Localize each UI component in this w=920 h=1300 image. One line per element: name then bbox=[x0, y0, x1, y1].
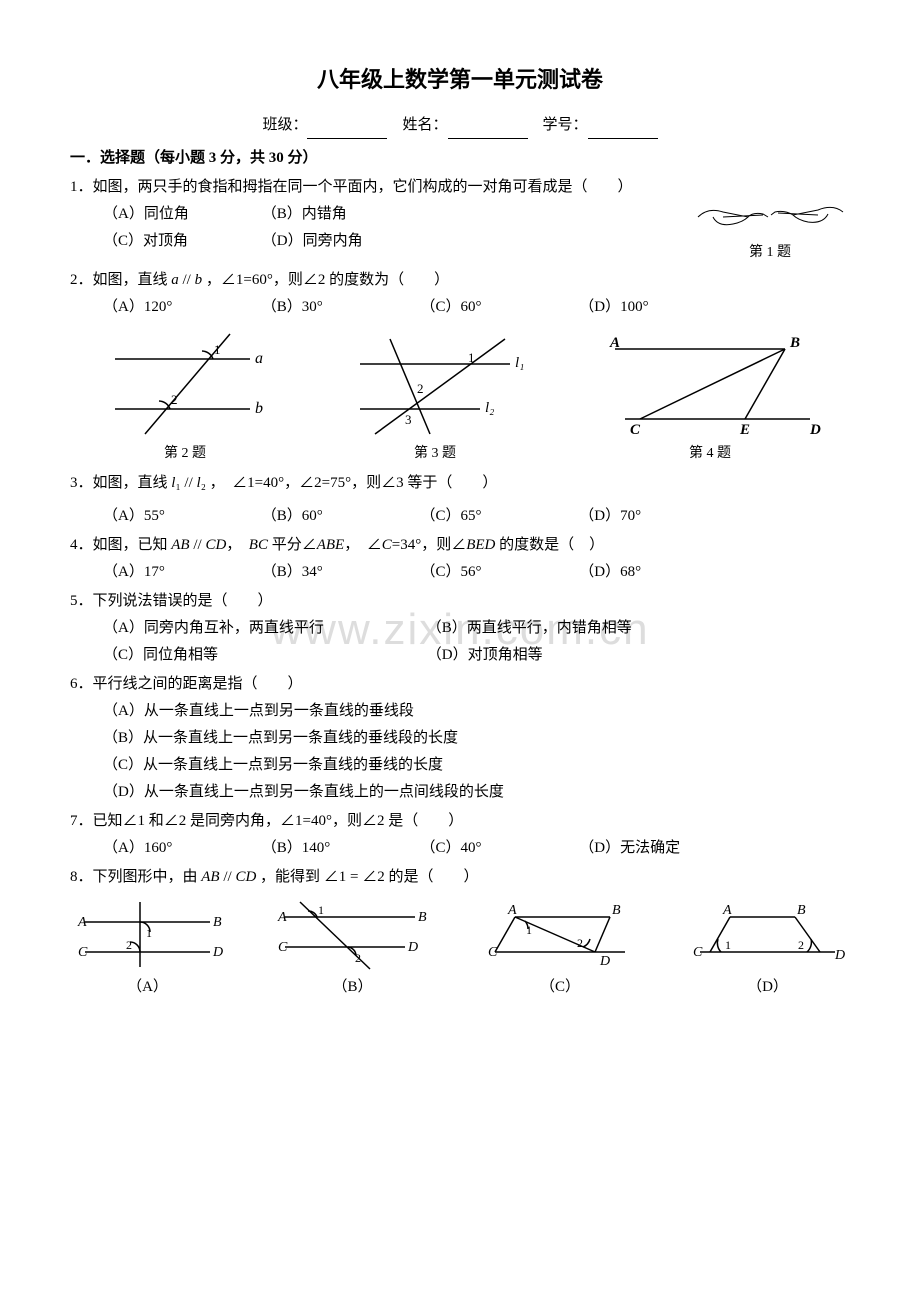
id-label: 学号： bbox=[543, 112, 588, 139]
svg-text:3: 3 bbox=[405, 412, 412, 427]
q5-text: 5．下列说法错误的是（ ） bbox=[70, 588, 850, 615]
q8-cap-c: （C） bbox=[480, 974, 640, 1001]
q6-opt-d: （D）从一条直线上一点到另一条直线上的一点间线段的长度 bbox=[70, 779, 850, 806]
q7-text: 7．已知∠1 和∠2 是同旁内角，∠1=40°，则∠2 是（ ） bbox=[70, 808, 850, 835]
svg-text:2: 2 bbox=[171, 392, 178, 407]
svg-text:A: A bbox=[277, 910, 287, 925]
svg-text:2: 2 bbox=[417, 381, 424, 396]
svg-text:B: B bbox=[418, 910, 427, 925]
q3-opt-d: （D）70° bbox=[579, 503, 734, 530]
q7-opt-a: （A）160° bbox=[103, 835, 258, 862]
svg-text:A: A bbox=[609, 335, 620, 351]
name-label: 姓名： bbox=[402, 112, 447, 139]
svg-text:1: 1 bbox=[318, 903, 324, 917]
name-blank bbox=[448, 138, 528, 139]
q2-text: 2．如图，直线 a // b ，∠1=60°，则∠2 的度数为（ ） bbox=[70, 267, 850, 294]
q4-opt-a: （A）17° bbox=[103, 559, 258, 586]
svg-text:b: b bbox=[255, 400, 263, 417]
fig4-caption: 第 4 题 bbox=[595, 441, 825, 466]
q8-fig-b: A B C D 1 2 （B） bbox=[270, 897, 435, 1001]
svg-text:B: B bbox=[612, 903, 621, 918]
svg-text:2: 2 bbox=[355, 951, 361, 965]
q4-text: 4．如图，已知 AB // CD， BC 平分∠ABE， ∠C=34°，则∠BE… bbox=[70, 532, 850, 559]
svg-text:2: 2 bbox=[126, 938, 132, 952]
fig2: 1 2 a b 第 2 题 bbox=[95, 329, 275, 466]
svg-text:C: C bbox=[278, 940, 288, 955]
svg-text:1: 1 bbox=[725, 938, 731, 952]
hands-icon bbox=[693, 192, 848, 238]
svg-text:1: 1 bbox=[214, 342, 221, 357]
svg-text:1: 1 bbox=[526, 923, 532, 937]
header-fields: 班级： 姓名： 学号： bbox=[70, 112, 850, 139]
q4-opt-d: （D）68° bbox=[579, 559, 734, 586]
svg-text:D: D bbox=[834, 948, 845, 963]
svg-text:E: E bbox=[739, 422, 750, 438]
q4-opt-c: （C）56° bbox=[421, 559, 576, 586]
q1-opt-c: （C）对顶角 bbox=[103, 228, 258, 255]
svg-text:D: D bbox=[599, 954, 610, 969]
svg-text:2: 2 bbox=[577, 936, 583, 950]
fig2-caption: 第 2 题 bbox=[95, 441, 275, 466]
svg-text:C: C bbox=[78, 945, 88, 960]
svg-text:a: a bbox=[255, 350, 263, 367]
fig4: A B C D E 第 4 题 bbox=[595, 329, 825, 466]
q8-fig-a: A B C D 1 2 （A） bbox=[70, 897, 225, 1001]
q3-text: 3．如图，直线 l₁ // l₂ ， ∠1=40°，∠2=75°，则∠3 等于（… bbox=[70, 470, 850, 497]
svg-text:A: A bbox=[507, 903, 517, 918]
fig3-caption: 第 3 题 bbox=[335, 441, 535, 466]
svg-text:D: D bbox=[212, 945, 223, 960]
page-title: 八年级上数学第一单元测试卷 bbox=[70, 60, 850, 100]
svg-text:l₁: l₁ bbox=[515, 355, 524, 371]
class-label: 班级： bbox=[262, 112, 307, 139]
q2-opt-d: （D）100° bbox=[579, 294, 734, 321]
q2-opt-b: （B）30° bbox=[262, 294, 417, 321]
svg-text:C: C bbox=[630, 422, 641, 438]
q3-opt-b: （B）60° bbox=[262, 503, 417, 530]
q4-opt-b: （B）34° bbox=[262, 559, 417, 586]
q5-opt-c: （C）同位角相等 bbox=[103, 642, 423, 669]
q5-opt-b: （B）两直线平行，内错角相等 bbox=[427, 615, 632, 642]
q1-text: 1．如图，两只手的食指和拇指在同一个平面内，它们构成的一对角可看成是（ ） bbox=[70, 174, 680, 201]
q8-fig-c: A B C D 1 2 （C） bbox=[480, 897, 640, 1001]
q3-opt-a: （A）55° bbox=[103, 503, 258, 530]
svg-text:A: A bbox=[77, 915, 87, 930]
svg-text:A: A bbox=[722, 903, 732, 918]
svg-text:D: D bbox=[809, 422, 821, 438]
q8-text: 8．下列图形中，由 AB // CD ，能得到 ∠1 = ∠2 的是（ ） bbox=[70, 864, 850, 891]
q8-cap-d: （D） bbox=[685, 974, 850, 1001]
svg-text:D: D bbox=[407, 940, 418, 955]
q8-fig-d: A B C D 1 2 （D） bbox=[685, 897, 850, 1001]
q7-opt-d: （D）无法确定 bbox=[579, 835, 734, 862]
id-blank bbox=[588, 138, 658, 139]
q6-opt-b: （B）从一条直线上一点到另一条直线的垂线段的长度 bbox=[70, 725, 850, 752]
q2-opt-c: （C）60° bbox=[421, 294, 576, 321]
q7-opt-c: （C）40° bbox=[421, 835, 576, 862]
svg-text:B: B bbox=[797, 903, 806, 918]
q1-opt-b: （B）内错角 bbox=[262, 201, 417, 228]
svg-text:1: 1 bbox=[468, 350, 475, 365]
q5-opt-a: （A）同旁内角互补，两直线平行 bbox=[103, 615, 423, 642]
q8-cap-a: （A） bbox=[70, 974, 225, 1001]
q2-opt-a: （A）120° bbox=[103, 294, 258, 321]
svg-text:l₂: l₂ bbox=[485, 400, 494, 416]
q5-opt-d: （D）对顶角相等 bbox=[427, 642, 582, 669]
q1-opt-a: （A）同位角 bbox=[103, 201, 258, 228]
q7-opt-b: （B）140° bbox=[262, 835, 417, 862]
svg-text:C: C bbox=[488, 945, 498, 960]
q8-cap-b: （B） bbox=[270, 974, 435, 1001]
q6-opt-a: （A）从一条直线上一点到另一条直线的垂线段 bbox=[70, 698, 850, 725]
q6-text: 6．平行线之间的距离是指（ ） bbox=[70, 671, 850, 698]
svg-text:B: B bbox=[213, 915, 222, 930]
svg-text:B: B bbox=[789, 335, 800, 351]
fig1-caption: 第 1 题 bbox=[690, 240, 850, 265]
class-blank bbox=[307, 138, 387, 139]
q1-opt-d: （D）同旁内角 bbox=[262, 228, 417, 255]
svg-text:2: 2 bbox=[798, 938, 804, 952]
q3-opt-c: （C）65° bbox=[421, 503, 576, 530]
q6-opt-c: （C）从一条直线上一点到另一条直线的垂线的长度 bbox=[70, 752, 850, 779]
fig3: 1 2 3 l₁ l₂ 第 3 题 bbox=[335, 329, 535, 466]
svg-text:C: C bbox=[693, 945, 703, 960]
section-1-title: 一．选择题（每小题 3 分，共 30 分） bbox=[70, 145, 850, 172]
svg-text:1: 1 bbox=[146, 926, 152, 940]
